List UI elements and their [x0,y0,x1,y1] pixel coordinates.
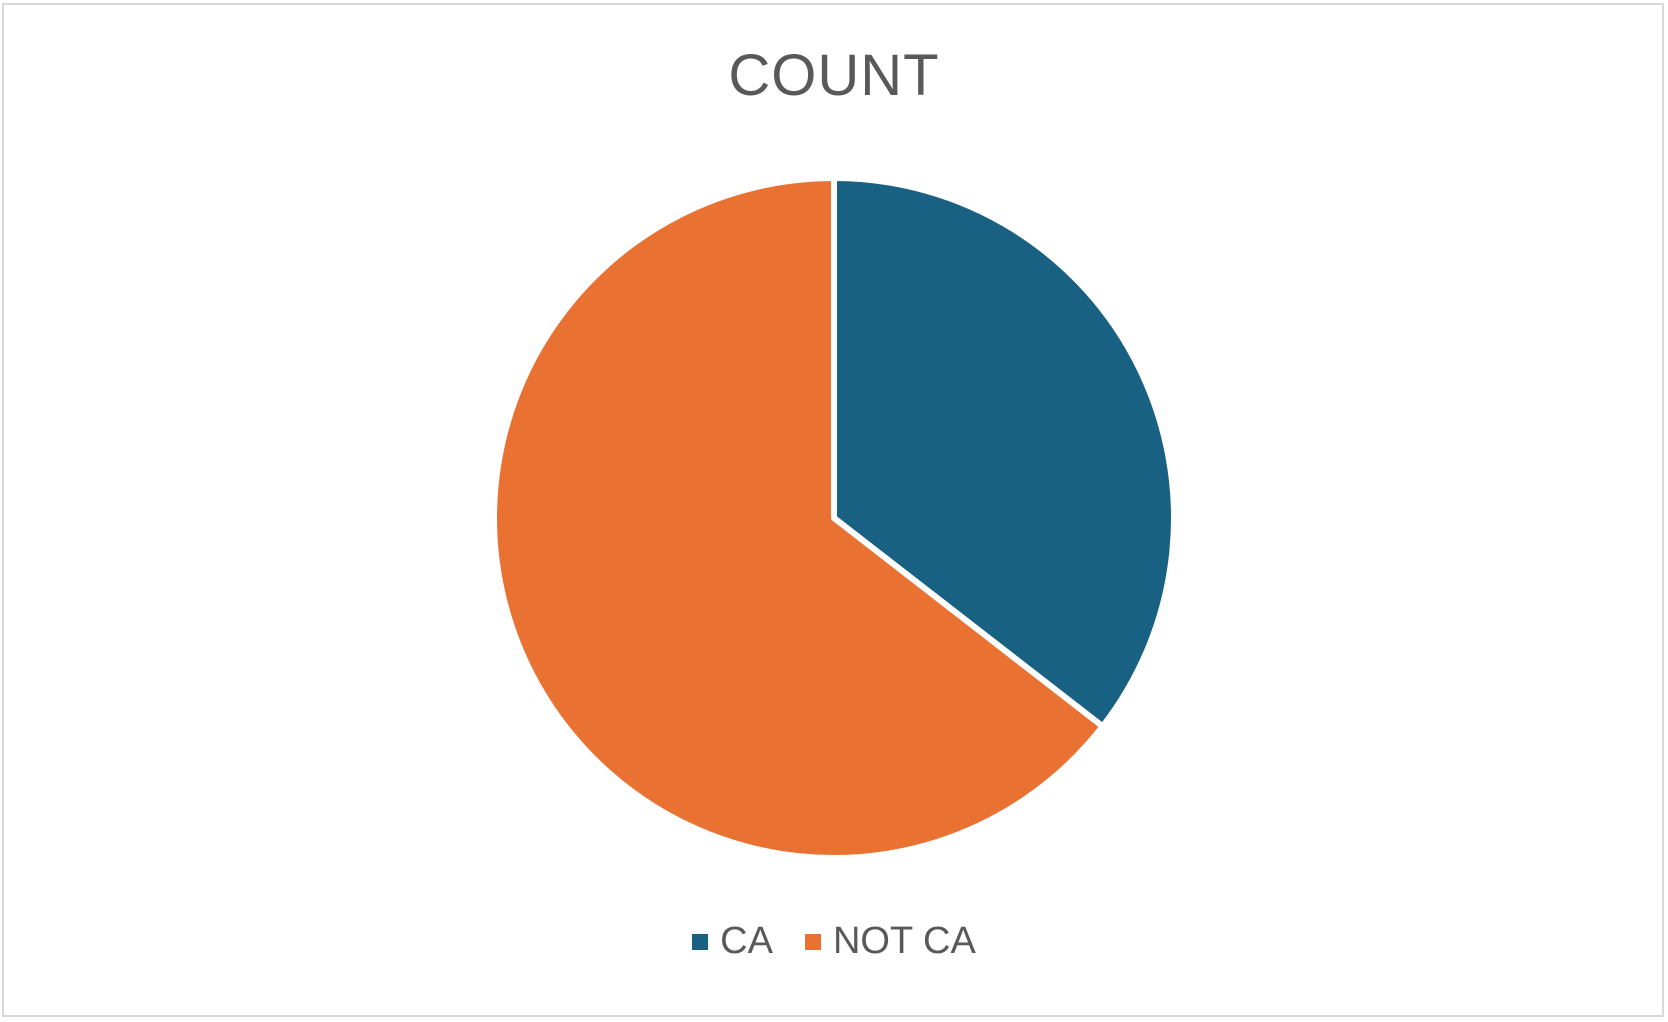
legend-label-not-ca: NOT CA [832,920,976,962]
chart-title: COUNT [728,43,940,108]
legend-swatch-not-ca [804,933,821,950]
pie-slice-not-ca[interactable] [491,175,1106,861]
legend-item-ca[interactable]: CA [692,920,773,963]
legend-label-ca: CA [720,920,773,962]
legend: CA NOT CA [0,920,1668,963]
pie-slice-ca[interactable] [831,175,1177,730]
legend-item-not-ca[interactable]: NOT CA [804,920,976,963]
legend-swatch-ca [692,933,709,950]
